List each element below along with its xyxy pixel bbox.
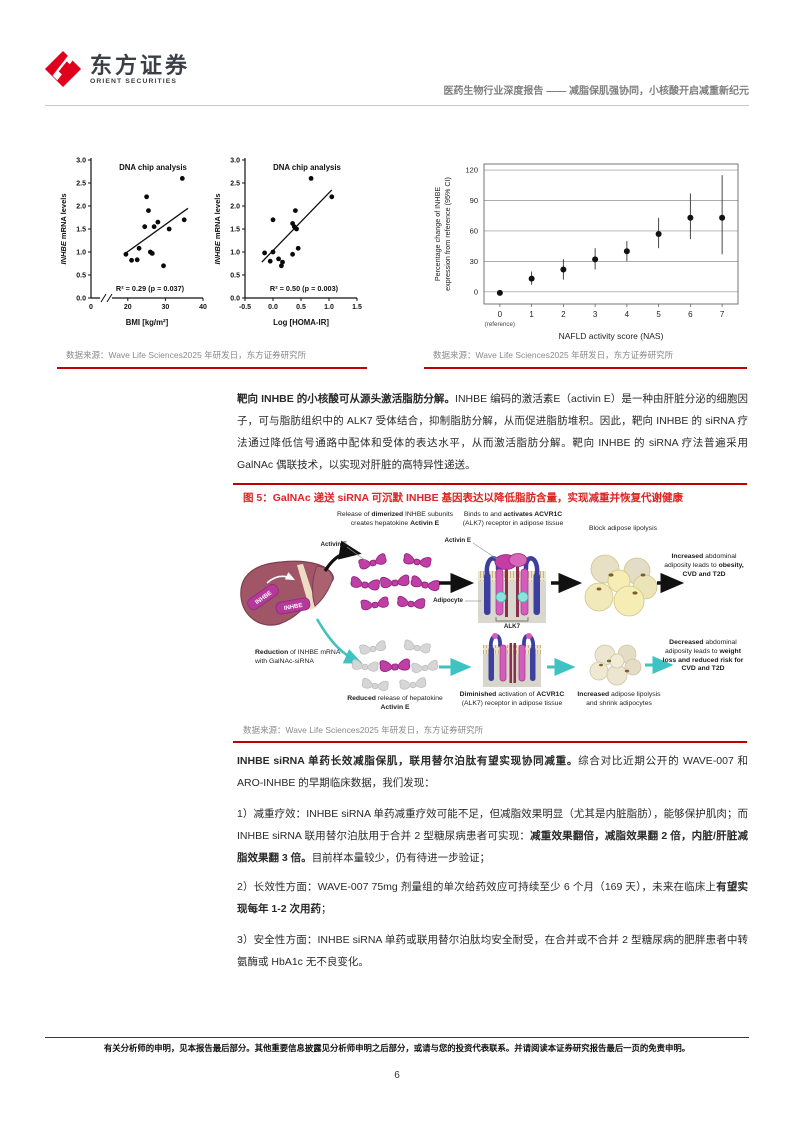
svg-text:30: 30 — [162, 304, 170, 311]
label-reduced-release: Reduced release of hepatokine Activin E — [347, 695, 443, 711]
svg-text:3.0: 3.0 — [230, 158, 240, 165]
svg-text:120: 120 — [465, 166, 478, 175]
svg-text:R² = 0.29 (p = 0.037): R² = 0.29 (p = 0.037) — [116, 284, 185, 293]
svg-text:(reference): (reference) — [485, 321, 515, 328]
fat-cells-small — [589, 644, 642, 686]
label-binds-acvr1c: Binds to and activates ACVR1C (ALK7) rec… — [462, 511, 564, 527]
body-paragraph-3: 1）减重疗效：INHBE siRNA 单药减重疗效可能不足，但减脂效果明显（尤其… — [237, 808, 748, 864]
svg-text:0.5: 0.5 — [76, 273, 86, 280]
svg-text:1.5: 1.5 — [352, 304, 362, 311]
label-diminished-activation: Diminished activation of ACVR1C (ALK7) r… — [459, 691, 565, 707]
svg-text:INHBE mRNA levels: INHBE mRNA levels — [59, 193, 68, 264]
callout-adipocyte: Adipocyte — [433, 597, 463, 604]
figure-nas-chart: 0 30 60 90 120 0 (reference) 1 2 3 4 5 6 7 NAFLD activ… — [424, 148, 747, 370]
svg-text:0: 0 — [89, 304, 93, 311]
callout-activin-e-2: Activin E — [444, 537, 471, 544]
svg-text:2.5: 2.5 — [76, 181, 86, 188]
figure-caption: 数据来源：Wave Life Sciences2025 年研发日，东方证券研究所 — [424, 346, 747, 369]
svg-text:20: 20 — [124, 304, 132, 311]
svg-text:2: 2 — [561, 310, 566, 319]
svg-text:1.0: 1.0 — [76, 250, 86, 257]
svg-text:2.0: 2.0 — [76, 204, 86, 211]
svg-text:-0.5: -0.5 — [239, 304, 251, 311]
figure-5-caption: 数据来源：Wave Life Sciences2025 年研发日，东方证券研究所 — [233, 721, 747, 743]
orient-securities-logo-icon — [44, 50, 82, 88]
svg-text:1: 1 — [529, 310, 534, 319]
svg-text:3: 3 — [593, 310, 598, 319]
label-increased-adiposity: Increased abdominal adiposity leads to o… — [664, 553, 744, 578]
svg-text:0: 0 — [474, 287, 478, 296]
errorbar-nas-chart: 0 30 60 90 120 0 (reference) 1 2 3 4 5 6 7 NAFLD activ… — [433, 163, 739, 341]
mechanism-diagram: INHBE INHBE — [233, 509, 747, 721]
body-paragraph-4: 2）长效性方面：WAVE-007 75mg 剂量组的单次给药效应可持续至少 6 … — [237, 881, 749, 915]
svg-text:BMI [kg/m²]: BMI [kg/m²] — [126, 318, 169, 327]
svg-text:90: 90 — [470, 196, 478, 205]
scatter-bmi-chart: 0.0 0.5 1.0 1.5 2.0 2.5 3.0 0 20 30 40 DNA chip ana… — [59, 158, 207, 328]
footer-disclaimer: 有关分析师的申明，见本报告最后部分。其他重要信息披露见分析师申明之后部分，或请与… — [103, 1043, 691, 1053]
body-paragraph-1: 靶向 INHBE 的小核酸可从源头激活脂肪分解。INHBE 编码的激活素E（ac… — [237, 393, 748, 471]
callout-activin-e: Activin E — [320, 541, 347, 548]
svg-text:Log [HOMA-IR]: Log [HOMA-IR] — [273, 318, 329, 327]
label-increased-lipolysis: Increased adipose lipolysis and shrink a… — [577, 691, 661, 707]
company-logo: 东方证券 ORIENT SECURITIES — [44, 50, 190, 88]
label-block-lipolysis: Block adipose lipolysis — [588, 525, 657, 532]
svg-text:R² = 0.50 (p = 0.003): R² = 0.50 (p = 0.003) — [270, 284, 339, 293]
svg-text:2.0: 2.0 — [230, 204, 240, 211]
mechanism-diagram-art: INHBE INHBE — [240, 540, 685, 692]
fat-cells-large — [584, 554, 658, 617]
brand-name: 东方证券 — [90, 52, 191, 78]
svg-text:0.0: 0.0 — [76, 296, 86, 303]
callout-alk7: ALK7 — [503, 623, 521, 630]
label-decreased-adiposity: Decreased abdominal adiposity leads to w… — [662, 639, 744, 673]
svg-text:NAFLD activity score (NAS): NAFLD activity score (NAS) — [559, 331, 664, 341]
svg-text:1.5: 1.5 — [76, 227, 86, 234]
body-paragraph-5: 3）安全性方面：INHBE siRNA 单药或联用替尔泊肽均安全耐受，在合并或不… — [237, 934, 748, 968]
svg-text:40: 40 — [199, 304, 207, 311]
svg-text:7: 7 — [720, 310, 725, 319]
receptor-diminished — [483, 633, 541, 687]
liver-gene-label: INHBE — [284, 603, 303, 612]
brand-name-en: ORIENT SECURITIES — [90, 77, 178, 85]
label-release-inhbe: Release of dimerized INHBE subunits crea… — [337, 511, 453, 527]
svg-text:0.0: 0.0 — [268, 304, 278, 311]
svg-text:5: 5 — [656, 310, 661, 319]
reduced-activin-cluster — [351, 639, 439, 692]
scatter-homa-chart: 0.00.51.01.52.02.53.0-0.5 0.0 0.5 1.0 1.5DNA… — [213, 158, 362, 328]
svg-text:1.0: 1.0 — [324, 304, 334, 311]
figure-5-title: 图 5：GalNAc 递送 siRNA 可沉默 INHBE 基因表达以降低脂肪含… — [243, 492, 684, 504]
header-divider — [45, 105, 749, 106]
svg-text:0.0: 0.0 — [230, 296, 240, 303]
svg-text:0.5: 0.5 — [230, 273, 240, 280]
scatter-charts-row: 0.0 0.5 1.0 1.5 2.0 2.5 3.0 0 20 30 40 DNA chip ana… — [57, 148, 367, 340]
body-paragraph-2: INHBE siRNA 单药长效减脂保肌，联用替尔泊肽有望实现协同减重。综合对比… — [237, 755, 748, 789]
svg-text:INHBE mRNA levels: INHBE mRNA levels — [213, 193, 222, 264]
svg-text:expression from reference (95%: expression from reference (95% CI) — [443, 177, 452, 291]
svg-text:2.5: 2.5 — [230, 181, 240, 188]
arrow-liver-to-activin — [323, 540, 362, 572]
liver-illustration: INHBE INHBE — [240, 560, 334, 626]
svg-text:30: 30 — [470, 257, 478, 266]
svg-text:6: 6 — [688, 310, 693, 319]
report-header-title: 医药生物行业深度报告 —— 减脂保肌强协同，小核酸开启减重新纪元 — [443, 86, 749, 97]
svg-text:3.0: 3.0 — [76, 158, 86, 165]
svg-text:Percentage change of INHBE: Percentage change of INHBE — [433, 187, 442, 281]
svg-text:DNA chip analysis: DNA chip analysis — [273, 163, 341, 172]
svg-text:0: 0 — [498, 310, 503, 319]
figure-5: 图 5：GalNAc 递送 siRNA 可沉默 INHBE 基因表达以降低脂肪含… — [233, 483, 747, 743]
receptor-activated — [465, 542, 546, 623]
figure-scatter-charts: 0.0 0.5 1.0 1.5 2.0 2.5 3.0 0 20 30 40 DNA chip ana… — [57, 148, 367, 370]
svg-text:4: 4 — [625, 310, 630, 319]
svg-text:1.5: 1.5 — [230, 227, 240, 234]
svg-text:60: 60 — [470, 227, 478, 236]
label-reduction-sirna: Reduction of INHBE mRNA with GalNAc-siRN… — [255, 649, 340, 665]
svg-text:0.5: 0.5 — [296, 304, 306, 311]
figure-caption: 数据来源：Wave Life Sciences2025 年研发日，东方证券研究所 — [57, 346, 367, 369]
svg-text:DNA chip analysis: DNA chip analysis — [119, 163, 187, 172]
page-number: 6 — [394, 1070, 400, 1081]
svg-text:1.0: 1.0 — [230, 250, 240, 257]
footer-divider — [45, 1037, 749, 1038]
